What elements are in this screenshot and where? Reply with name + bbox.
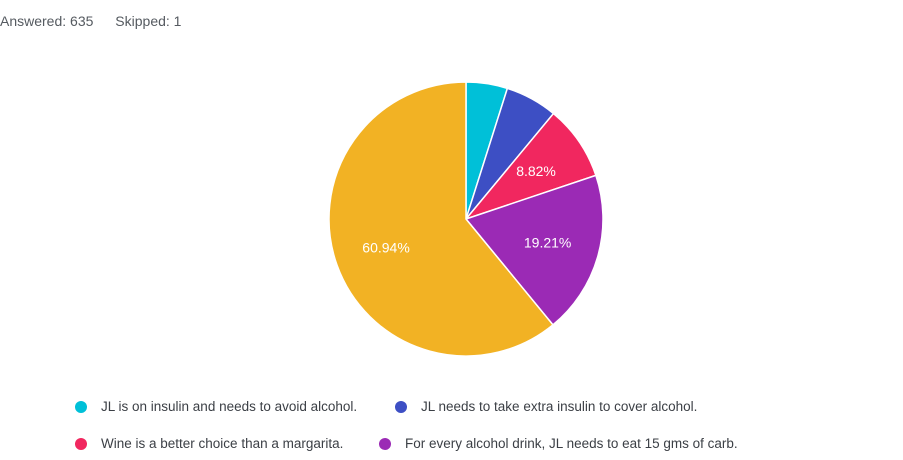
answered-count: Answered: 635 — [0, 13, 94, 29]
pie-slice[interactable] — [464, 174, 604, 326]
pie-data-label: 60.94% — [362, 240, 409, 256]
pie-slice[interactable] — [328, 81, 555, 357]
pie-data-label: 8.82% — [516, 163, 556, 179]
pie-data-label: 19.21% — [524, 234, 571, 250]
skipped-count: Skipped: 1 — [115, 13, 182, 29]
pie-data-labels: 8.82% 19.21% 60.94% — [362, 163, 571, 256]
response-stats: Answered: 635 Skipped: 1 — [0, 13, 199, 29]
pie-slices — [328, 81, 604, 357]
